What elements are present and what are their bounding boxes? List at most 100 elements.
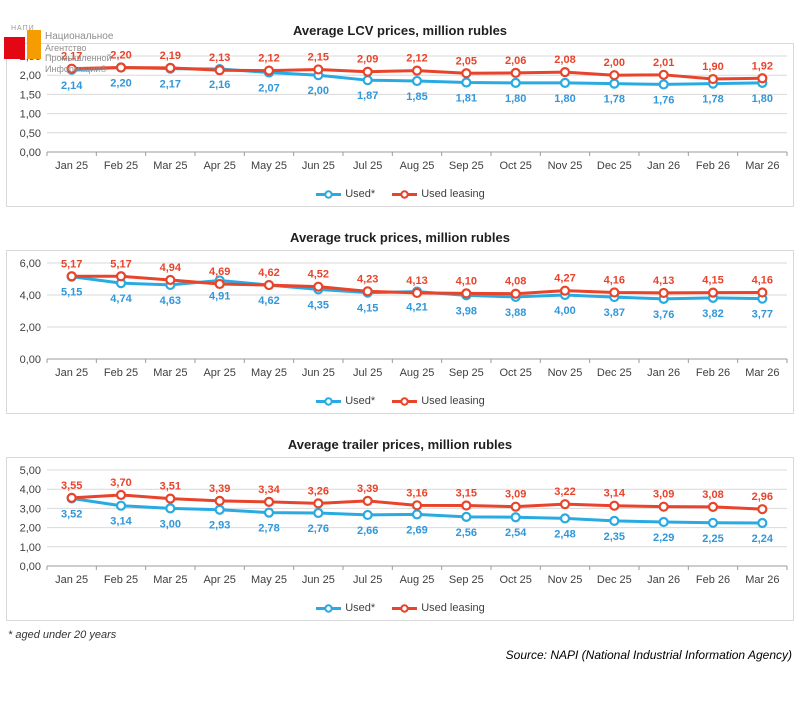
x-tick-label: Aug 25 [400,367,435,379]
logo-red-square-icon [4,37,25,59]
legend-item: Used* [315,602,375,614]
logo-text-line: Промышленной [45,53,112,63]
data-point-marker [214,278,225,290]
data-point-marker [609,70,620,81]
x-tick-label: Feb 25 [104,367,138,379]
data-point-marker [362,66,373,77]
y-tick-label: 0,50 [20,128,41,140]
x-tick-label: Aug 25 [400,160,435,172]
data-point-label: 3,15 [456,488,477,500]
x-tick-label: Mar 25 [153,574,187,586]
data-point-marker [707,73,719,85]
data-point-label: 4,21 [406,302,427,314]
napi-logo-text: Национальное Агентство Промышленной Инфо… [45,31,114,74]
napi-logo-wordmark: НАПИ [11,25,35,32]
legend-label: Used leasing [421,395,485,407]
data-point-label: 4,16 [752,274,773,286]
legend-label: Used leasing [421,188,485,200]
legend-item: Used leasing [391,395,485,407]
data-point-marker [115,489,127,501]
data-point-label: 4,23 [357,273,378,285]
x-tick-label: Oct 25 [499,160,531,172]
data-point-label: 2,13 [209,52,230,64]
data-point-label: 2,06 [505,55,526,67]
data-point-label: 2,24 [752,533,774,545]
data-point-marker [66,271,77,282]
data-point-marker [165,503,176,514]
data-point-label: 4,16 [604,274,625,286]
data-point-label: 3,09 [505,489,526,501]
data-point-label: 3,26 [308,485,329,497]
data-point-label: 4,62 [258,295,279,307]
data-point-label: 4,13 [653,275,674,287]
y-tick-label: 6,00 [20,258,41,270]
legend-line-marker-icon [392,603,418,613]
data-point-label: 2,48 [554,528,575,540]
data-point-label: 2,15 [308,51,329,63]
chart-plot-truck: 0,00 2,00 4,00 6,00 Jan 25 Feb 25 Mar 25 Apr 25… [20,258,788,379]
data-point-label: 2,01 [653,57,674,69]
data-point-label: 2,16 [209,79,230,91]
data-point-label: 4,08 [505,276,526,288]
data-point-marker [757,517,768,529]
data-point-marker [559,285,571,296]
data-point-label: 1,80 [752,93,773,105]
source-credit: Source: NAPI (National Industrial Inform… [505,648,792,662]
data-point-label: 2,07 [258,83,279,95]
data-point-label: 1,81 [456,92,477,104]
data-point-marker [510,512,521,523]
data-point-label: 1,78 [702,94,723,106]
data-point-marker [559,513,571,524]
data-point-marker [757,287,768,298]
y-tick-label: 5,00 [20,465,41,477]
data-point-marker [658,79,669,90]
data-point-label: 2,93 [209,520,230,532]
chart-section-lcv: Average LCV prices, million rubles 0,00 0… [6,23,794,207]
data-point-label: 2,09 [357,54,378,66]
data-point-marker [165,62,176,74]
data-point-marker [115,62,127,73]
data-point-marker [411,75,423,87]
y-tick-label: 3,00 [20,503,41,515]
x-tick-label: Feb 25 [104,160,138,172]
data-point-marker [510,501,521,512]
data-point-marker [461,511,472,522]
chart-legend-trailer: Used* Used leasing [7,596,793,620]
x-tick-label: Dec 25 [597,160,632,172]
data-point-label: 4,00 [554,305,575,317]
logo-text-line: Национальное [45,31,114,42]
data-point-label: 4,62 [258,267,279,279]
data-point-marker [559,77,571,88]
x-tick-label: Mar 25 [153,367,187,379]
data-point-label: 2,05 [456,55,477,67]
data-point-label: 1,76 [653,94,674,106]
chart-title-trailer: Average trailer prices, million rubles [287,437,513,452]
x-tick-label: May 25 [251,367,287,379]
x-tick-label: Dec 25 [597,574,632,586]
y-tick-label: 2,00 [20,70,41,82]
data-point-marker [214,495,225,507]
x-tick-label: Jul 25 [353,574,382,586]
data-point-label: 4,74 [110,293,132,305]
data-point-label: 2,12 [258,53,279,65]
legend-item: Used leasing [391,602,485,614]
legend-line-marker-icon [392,396,418,406]
data-point-marker [609,287,620,298]
data-point-label: 3,55 [61,480,82,492]
data-point-marker [609,78,620,89]
legend-item: Used* [315,188,375,200]
chart-legend-lcv: Used* Used leasing [7,182,793,206]
data-point-marker [658,501,669,512]
x-tick-label: Jun 25 [302,160,335,172]
data-point-marker [658,287,669,299]
data-point-label: 3,16 [406,487,427,499]
x-tick-label: Sep 25 [449,160,484,172]
x-tick-label: Jan 26 [647,574,680,586]
x-tick-label: Nov 25 [548,367,583,379]
x-tick-label: Mar 26 [745,367,779,379]
data-point-label: 5,17 [61,258,82,270]
legend-item: Used leasing [391,188,485,200]
data-point-label: 3,88 [505,307,526,319]
x-tick-label: Jan 25 [55,160,88,172]
x-tick-label: Jul 25 [353,367,382,379]
